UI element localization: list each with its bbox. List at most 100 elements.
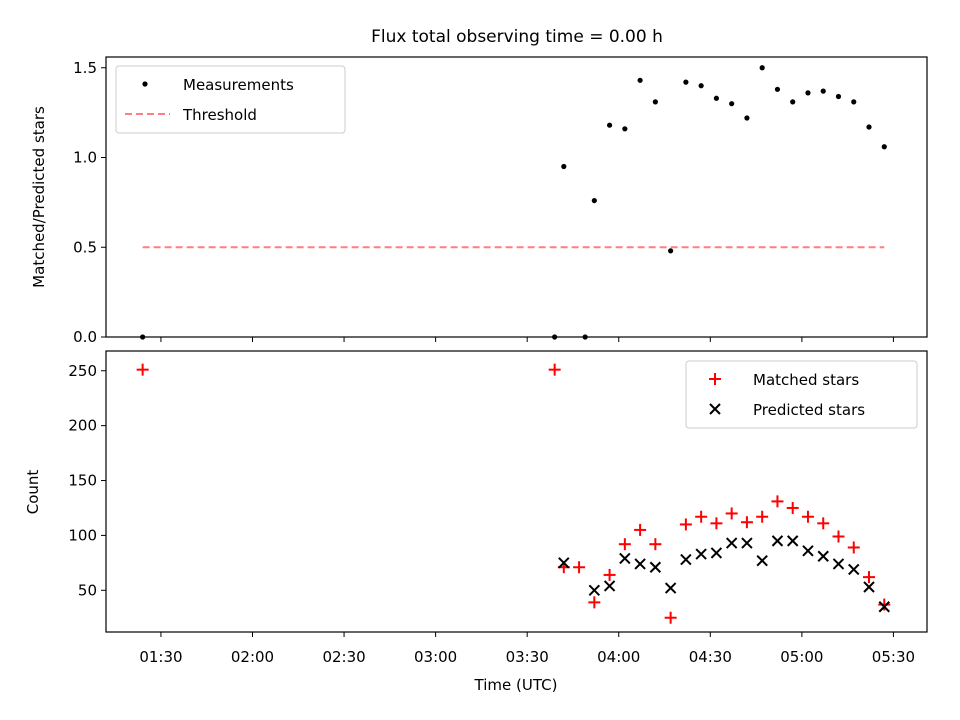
top-legend-box bbox=[115, 65, 346, 134]
measurements-point-22 bbox=[866, 124, 872, 130]
x-tick-label-2: 02:30 bbox=[322, 648, 365, 666]
x-tick-label-1: 02:00 bbox=[231, 648, 274, 666]
measurements-point-19 bbox=[820, 88, 826, 94]
bottom-panel: 50 100 150 200 250 01:30 02:00 02:30 03:00 03:30… bbox=[24, 350, 928, 694]
predicted-stars-point-1 bbox=[588, 584, 601, 596]
measurements-point-9 bbox=[668, 248, 674, 254]
measurements-point-23 bbox=[881, 144, 887, 150]
y-tick-label-1-4: 250 bbox=[68, 362, 97, 380]
predicted-stars-point-5 bbox=[649, 561, 662, 573]
x-tick-label-6: 04:30 bbox=[689, 648, 732, 666]
predicted-stars-point-7 bbox=[680, 553, 692, 566]
measurements-point-14 bbox=[744, 115, 750, 121]
measurements-point-6 bbox=[622, 126, 628, 132]
y-tick-label-0-3: 1.5 bbox=[73, 59, 97, 77]
measurements-point-3 bbox=[582, 334, 588, 340]
matched-stars-point-10 bbox=[679, 518, 692, 531]
matched-stars-point-4 bbox=[588, 596, 601, 609]
x-tick-label-8: 05:30 bbox=[872, 648, 915, 666]
bottom-y-ticks: 50 100 150 200 250 bbox=[68, 362, 106, 599]
predicted-stars-point-12 bbox=[756, 554, 768, 567]
measurements-point-16 bbox=[774, 86, 781, 92]
predicted-stars-point-4 bbox=[634, 558, 646, 570]
matched-stars-point-3 bbox=[573, 561, 586, 574]
measurements-point-8 bbox=[652, 99, 658, 105]
bottom-x-ticks: 01:30 02:00 02:30 03:00 03:30 04:00 04:30 05:00… bbox=[139, 632, 915, 666]
top-x-ticks bbox=[160, 337, 894, 342]
matched-stars-point-23 bbox=[878, 598, 891, 611]
matched-stars-point-17 bbox=[786, 501, 799, 514]
bottom-legend: Matched stars Predicted stars bbox=[685, 360, 918, 429]
matched-stars-point-12 bbox=[710, 517, 723, 530]
y-tick-label-1-1: 100 bbox=[68, 526, 97, 544]
measurements-point-17 bbox=[790, 99, 796, 105]
measurements-point-2 bbox=[561, 163, 567, 170]
measurements-point-21 bbox=[851, 99, 857, 105]
predicted-stars-point-19 bbox=[863, 581, 875, 593]
matched-stars-point-7 bbox=[634, 523, 647, 536]
predicted-stars-point-8 bbox=[695, 548, 707, 560]
y-tick-label-1-3: 200 bbox=[68, 417, 97, 435]
legend-matched-label: Matched stars bbox=[753, 371, 859, 389]
x-tick-label-3: 03:00 bbox=[414, 648, 457, 666]
measurements-point-12 bbox=[713, 95, 720, 101]
predicted-stars-point-10 bbox=[725, 537, 738, 549]
predicted-stars-point-16 bbox=[817, 550, 829, 562]
matched-stars-point-9 bbox=[664, 611, 677, 624]
predicted-stars-point-17 bbox=[832, 558, 845, 570]
chart-title: Flux total observing time = 0.00 h bbox=[371, 27, 663, 47]
x-tick-label-4: 03:30 bbox=[506, 648, 549, 666]
matched-stars-point-5 bbox=[603, 568, 616, 581]
matched-stars-point-1 bbox=[548, 363, 561, 376]
top-series bbox=[140, 65, 887, 340]
measurements-point-10 bbox=[683, 79, 689, 85]
measurements-point-1 bbox=[552, 334, 558, 340]
x-tick-label-7: 05:00 bbox=[780, 648, 823, 666]
measurements-point-18 bbox=[805, 90, 811, 96]
bottom-plot-frame bbox=[105, 350, 928, 633]
predicted-stars-point-3 bbox=[619, 552, 631, 565]
x-axis-label: Time (UTC) bbox=[474, 676, 558, 694]
legend-measurements-label: Measurements bbox=[183, 76, 294, 94]
y-tick-label-0-2: 1.0 bbox=[73, 149, 97, 167]
legend-matched-marker bbox=[709, 373, 721, 385]
measurements-point-0 bbox=[140, 334, 146, 340]
matched-stars-point-6 bbox=[618, 538, 631, 551]
matched-stars-point-21 bbox=[847, 541, 860, 554]
matched-stars-point-0 bbox=[136, 363, 149, 376]
matched-stars-point-19 bbox=[817, 517, 830, 530]
predicted-stars-point-0 bbox=[558, 557, 570, 569]
predicted-stars-point-9 bbox=[710, 547, 723, 559]
predicted-stars-point-6 bbox=[664, 582, 677, 594]
matched-stars-point-8 bbox=[649, 538, 662, 551]
predicted-stars-point-20 bbox=[878, 601, 890, 613]
legend-threshold-label: Threshold bbox=[182, 106, 257, 124]
y-tick-label-1-0: 50 bbox=[78, 581, 97, 599]
matched-stars-point-20 bbox=[832, 530, 845, 543]
predicted-stars-point-18 bbox=[848, 563, 860, 576]
predicted-stars-point-11 bbox=[741, 537, 753, 549]
legend-predicted-marker bbox=[709, 403, 721, 415]
y-tick-label-0-1: 0.5 bbox=[73, 238, 97, 256]
top-legend: Measurements Threshold bbox=[115, 65, 346, 134]
predicted-stars-point-15 bbox=[802, 545, 814, 557]
predicted-stars-point-2 bbox=[603, 580, 616, 592]
top-plot-frame bbox=[105, 56, 928, 338]
predicted-stars-point-14 bbox=[787, 535, 799, 547]
x-tick-label-0: 01:30 bbox=[139, 648, 182, 666]
measurements-point-13 bbox=[729, 101, 735, 107]
y-tick-label-1-2: 150 bbox=[68, 472, 97, 490]
matched-stars-point-16 bbox=[771, 495, 784, 508]
x-tick-label-5: 04:00 bbox=[597, 648, 640, 666]
legend-measurements-marker bbox=[142, 81, 148, 87]
measurements-point-5 bbox=[606, 122, 613, 128]
measurements-point-15 bbox=[759, 65, 765, 71]
bottom-series bbox=[136, 363, 891, 624]
top-y-axis-label: Matched/Predicted stars bbox=[30, 106, 48, 288]
measurements-point-7 bbox=[637, 77, 643, 83]
matched-stars-point-15 bbox=[756, 510, 769, 523]
matched-stars-point-14 bbox=[740, 516, 753, 529]
top-y-ticks: 0.0 0.5 1.0 1.5 bbox=[73, 59, 106, 346]
measurements-point-20 bbox=[835, 93, 842, 100]
